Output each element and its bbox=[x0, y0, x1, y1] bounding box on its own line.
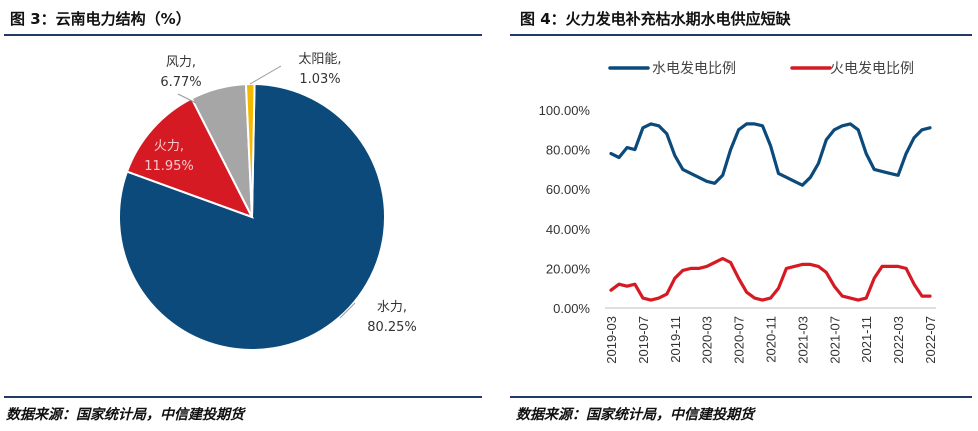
pie-label-3: 太阳能, 1.03% bbox=[298, 52, 341, 87]
y-tick-label: 60.00% bbox=[546, 182, 591, 197]
pie-leader-line-0 bbox=[339, 302, 356, 319]
pie-label-name: 风力, bbox=[166, 55, 196, 70]
pie-chart: 水力, 80.25% 火力, 11.95% 风力, 6.77% 太阳能, 1.03% bbox=[118, 52, 417, 351]
x-tick-label: 2021-03 bbox=[795, 316, 810, 364]
x-tick-label: 2021-07 bbox=[827, 316, 842, 364]
x-tick-label: 2022-07 bbox=[923, 316, 938, 364]
series-line-0 bbox=[609, 122, 932, 187]
x-tick-label: 2020-11 bbox=[764, 316, 779, 363]
pie-label-value: 80.25% bbox=[367, 320, 417, 335]
title-rule bbox=[510, 34, 972, 36]
line-chart: 0.00% 20.00% 40.00% 60.00% 80.00% 100.00% 2019… bbox=[539, 61, 938, 364]
y-tick-label: 100.00% bbox=[539, 103, 591, 118]
legend-label-1: 火电发电比例 bbox=[830, 61, 914, 77]
x-tick-label: 2020-07 bbox=[732, 316, 747, 364]
y-tick-label: 20.00% bbox=[546, 261, 591, 276]
x-tick-label: 2019-03 bbox=[604, 316, 619, 364]
pie-label-value: 1.03% bbox=[299, 72, 340, 87]
pie-label-value: 11.95% bbox=[144, 159, 194, 174]
x-tick-label: 2021-11 bbox=[859, 316, 874, 363]
pie-slice-0 bbox=[118, 82, 386, 351]
figure-4-title: 图 4：火力发电补充枯水期水电供应短缺 bbox=[520, 10, 791, 28]
pie-slice-1 bbox=[125, 97, 255, 219]
source-rule bbox=[4, 396, 482, 398]
pie-leader-line-3 bbox=[249, 65, 282, 85]
y-tick-label: 40.00% bbox=[546, 222, 591, 237]
y-tick-label: 0.00% bbox=[553, 301, 590, 316]
pie-label-name: 水力, bbox=[377, 300, 407, 315]
figure-3-source: 数据来源：国家统计局，中信建投期货 bbox=[6, 407, 244, 423]
right-figure-panel: 图 4：火力发电补充枯水期水电供应短缺 0.00% 20.00% 40.00% 60.… bbox=[510, 0, 978, 431]
title-rule bbox=[4, 34, 482, 36]
pie-leader-line-2 bbox=[177, 93, 197, 104]
series-line-1 bbox=[609, 256, 932, 302]
pie-label-name: 火力, bbox=[154, 139, 184, 154]
left-figure-panel: 图 3：云南电力结构（%） 水力, 80.25% 火力, 11.95% 风力, 6.77%… bbox=[0, 0, 482, 431]
y-tick-label: 80.00% bbox=[546, 143, 591, 158]
pie-label-2: 风力, 6.77% bbox=[160, 55, 201, 90]
figure-3-title: 图 3：云南电力结构（%） bbox=[10, 10, 191, 28]
x-tick-label: 2019-11 bbox=[668, 316, 683, 363]
x-tick-label: 2019-07 bbox=[636, 316, 651, 364]
figure-4-source: 数据来源：国家统计局，中信建投期货 bbox=[516, 407, 754, 423]
source-rule bbox=[510, 396, 972, 398]
pie-label-1: 火力, 11.95% bbox=[144, 139, 194, 174]
pie-label-name: 太阳能, bbox=[298, 52, 341, 67]
pie-label-0: 水力, 80.25% bbox=[367, 300, 417, 335]
pie-label-value: 6.77% bbox=[160, 75, 201, 90]
x-tick-label: 2022-03 bbox=[891, 316, 906, 364]
legend-label-0: 水电发电比例 bbox=[652, 61, 736, 77]
x-tick-label: 2020-03 bbox=[700, 316, 715, 364]
